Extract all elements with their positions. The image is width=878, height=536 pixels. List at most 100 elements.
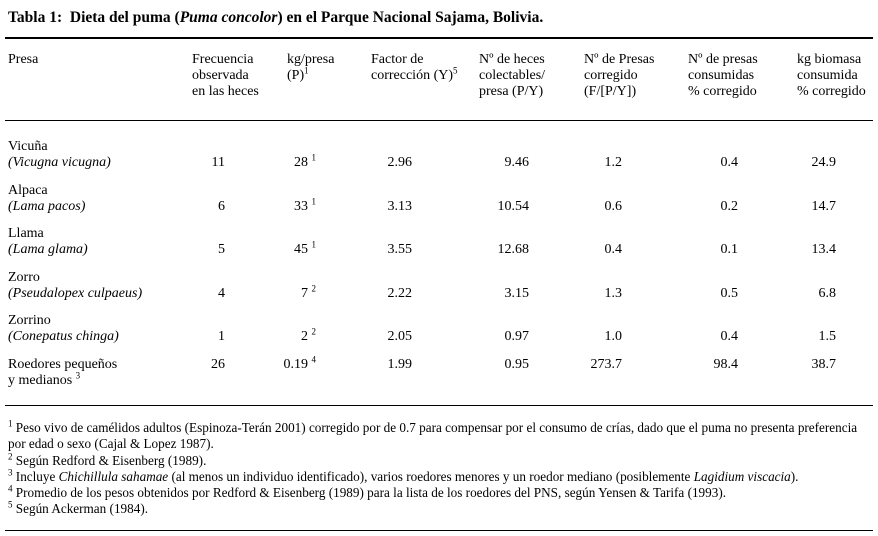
table-cell: 28 1 (294, 152, 317, 171)
table-cell: 3.13 (387, 198, 413, 214)
table-cell: 33 1 (294, 195, 317, 215)
column-header: corregido (584, 68, 638, 83)
footnote: 2 Según Redford & Eisenberg (1989). (8, 451, 868, 469)
column-header: observada (192, 68, 249, 83)
table-cell: 5 (218, 242, 225, 258)
footnote: 3 Incluye Chichillula sahamae (al menos … (8, 467, 868, 485)
rule (5, 120, 873, 121)
prey-name: Llama (8, 226, 44, 242)
cell-value: 33 (294, 198, 308, 214)
footnote-ref: 2 (311, 326, 317, 337)
table-cell: 1.2 (604, 155, 623, 170)
table-cell: 1.5 (818, 329, 837, 345)
table-cell: 6.8 (818, 285, 837, 301)
column-header: Nº de Presas (584, 52, 655, 67)
column-header: (P)1 (287, 65, 309, 83)
footnote-ref: 1 (311, 195, 317, 206)
title-species: Puma concolor (179, 9, 278, 26)
title-text: ) en el Parque Nacional Sajama, Bolivia. (277, 9, 544, 26)
table-cell: 0.4 (720, 155, 739, 170)
footnote-text: Según Ackerman (1984). (12, 501, 149, 517)
footnote: 1 Peso vivo de camélidos adultos (Espino… (8, 418, 868, 453)
footnote-mark: 3 (8, 467, 13, 478)
table-cell: 2.05 (387, 329, 413, 345)
table-cell: 3.15 (504, 285, 530, 301)
column-header: consumida (797, 68, 858, 83)
column-header: colectables/ (479, 68, 546, 83)
column-header: Nº de heces (479, 52, 545, 67)
column-header: consumidas (688, 68, 755, 83)
footnote-mark: 2 (8, 451, 13, 462)
footnote-mark: 4 (8, 483, 13, 494)
table-cell: 0.2 (720, 198, 739, 214)
footnote-ref: 5 (453, 65, 458, 76)
column-header: corrección (Y)5 (371, 65, 458, 83)
cell-value: 28 (294, 155, 308, 170)
cell-value: 45 (294, 242, 308, 258)
footnote-ref: 1 (311, 152, 317, 163)
prey-name: Alpaca (8, 182, 48, 198)
prey-name: Zorrino (8, 313, 51, 329)
footnote-ref: 4 (311, 354, 317, 365)
table-cell: 2.22 (387, 285, 413, 301)
column-header: kg/presa (287, 52, 335, 67)
table-cell: 3.55 (387, 242, 413, 258)
footnote-ref: 1 (304, 65, 309, 76)
rule (5, 37, 873, 39)
cell-value: 0.19 (283, 357, 309, 372)
column-header: kg biomasa (797, 52, 862, 67)
column-header: presa (P/Y) (479, 84, 544, 99)
scientific-name: (Vicugna vicugna) (8, 155, 111, 170)
table-cell: 9.46 (504, 155, 530, 170)
table-cell: 1.3 (604, 285, 623, 301)
table-cell: 11 (211, 155, 225, 170)
footnote-text: Peso vivo de camélidos adultos (Espinoza… (8, 420, 858, 452)
table-cell: 0.6 (604, 198, 623, 214)
scientific-name: (Pseudalopex culpaeus) (8, 285, 143, 301)
table-cell: 4 (218, 285, 225, 301)
table-cell: 45 1 (294, 239, 317, 258)
table-cell: 0.97 (504, 329, 530, 345)
prey-name: Vicuña (8, 139, 48, 154)
table-cell: 273.7 (590, 357, 623, 372)
table-cell: 1.0 (604, 329, 623, 345)
scientific-name: (Conepatus chinga) (8, 329, 119, 345)
column-header: (F/[P/Y]) (584, 84, 637, 99)
prey-name: Roedores pequeños (8, 357, 118, 372)
footnote: 5 Según Ackerman (1984). (8, 501, 868, 517)
column-header: Frecuencia (192, 52, 254, 67)
rule (5, 405, 873, 406)
footnote-text: Según Redford & Eisenberg (1989). (12, 452, 207, 468)
table-cell: 1 (218, 329, 225, 345)
table-cell: 13.4 (811, 242, 837, 258)
column-header: % corregido (797, 84, 866, 99)
table-cell: 7 2 (301, 283, 317, 302)
column-header: Presa (8, 52, 39, 67)
prey-name: Zorro (8, 269, 40, 285)
footnote-text: Lagidium viscacia (693, 468, 791, 484)
table-cell: 0.5 (720, 285, 739, 301)
footnote-mark: 1 (8, 418, 13, 429)
footnote-ref: 1 (311, 239, 317, 250)
table-cell: 1.99 (387, 357, 413, 372)
rule (5, 530, 873, 531)
table-cell: 26 (211, 357, 225, 372)
table-cell: 0.19 4 (283, 354, 317, 373)
table-cell: 0.4 (720, 329, 739, 345)
column-header: % corregido (688, 84, 757, 99)
footnote-text: ). (790, 468, 799, 484)
footnote-ref: 3 (75, 370, 81, 381)
footnote-ref: 2 (311, 283, 317, 294)
column-header: en las heces (192, 84, 259, 99)
title-label: Tabla 1: (8, 9, 63, 26)
footnote: 4 Promedio de los pesos obtenidos por Re… (8, 483, 868, 501)
column-header: Factor de (371, 52, 424, 67)
title-text: Dieta del puma ( (69, 9, 180, 26)
table-cell: 2.96 (387, 155, 413, 170)
column-header: Nº de presas (688, 52, 758, 67)
table-cell: 14.7 (811, 198, 837, 214)
footnote-mark: 5 (8, 500, 13, 511)
table-title: Tabla 1: Dieta del puma (Puma concolor) … (8, 8, 543, 28)
table-cell: 24.9 (811, 155, 837, 170)
scientific-name: (Lama pacos) (8, 198, 86, 214)
